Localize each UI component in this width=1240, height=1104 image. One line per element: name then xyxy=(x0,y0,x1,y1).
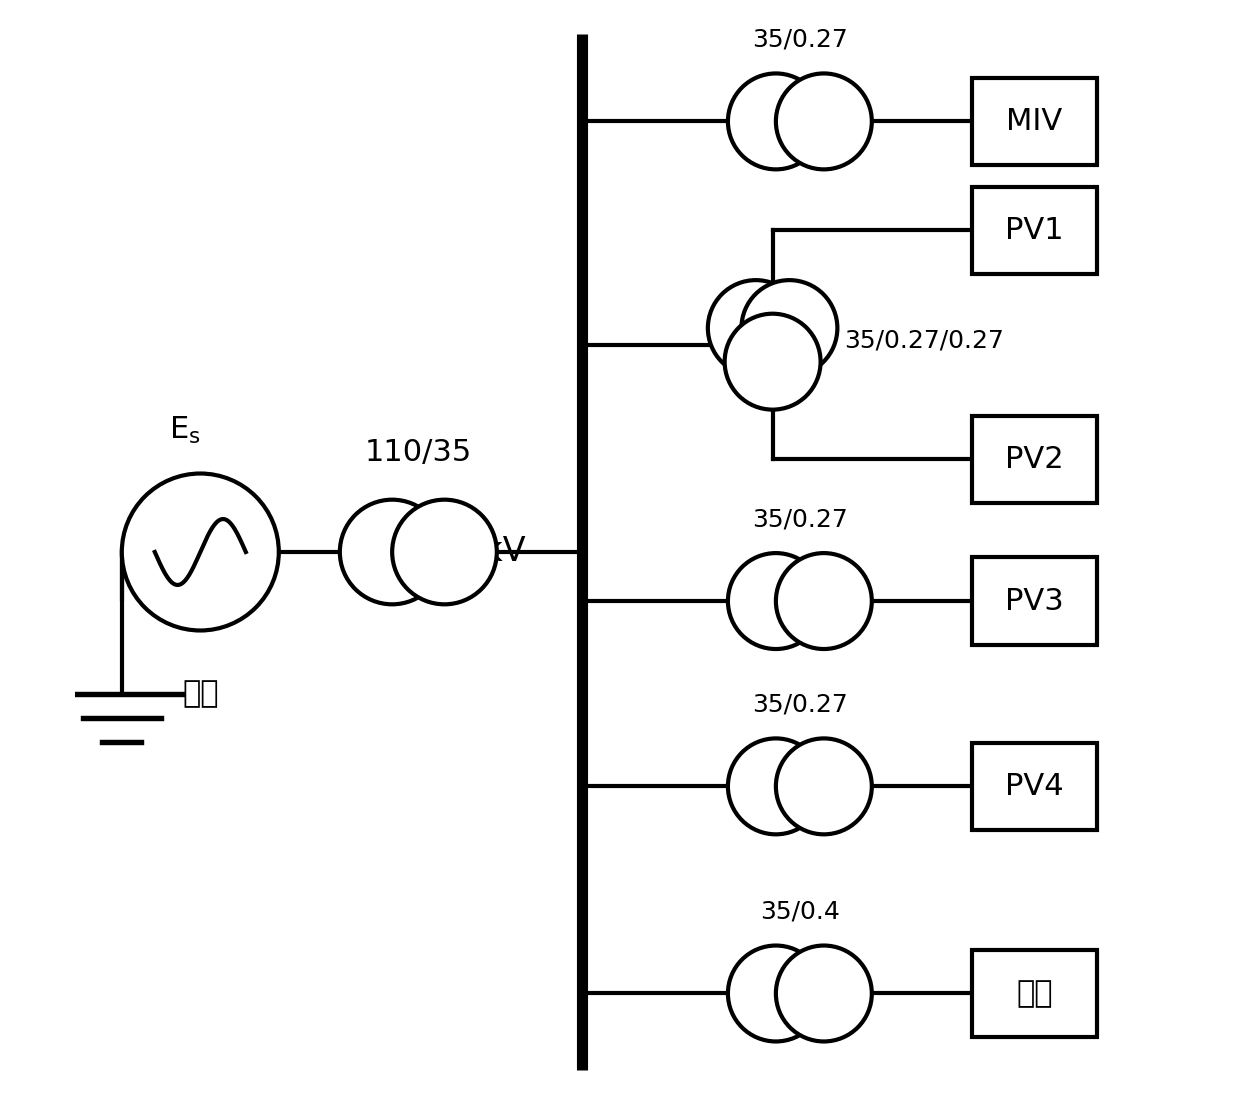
Circle shape xyxy=(708,280,804,376)
Text: 系统: 系统 xyxy=(182,680,218,709)
Circle shape xyxy=(776,739,872,835)
Circle shape xyxy=(728,945,823,1041)
Text: 110/35: 110/35 xyxy=(365,438,472,467)
Bar xyxy=(972,77,1097,164)
Text: E$_\mathregular{s}$: E$_\mathregular{s}$ xyxy=(169,415,201,446)
Text: 35/0.27: 35/0.27 xyxy=(751,28,848,52)
Bar xyxy=(972,558,1097,645)
Circle shape xyxy=(728,553,823,649)
Text: 负载: 负载 xyxy=(1016,979,1053,1008)
Text: PV3: PV3 xyxy=(1004,586,1064,616)
Text: 35/0.27: 35/0.27 xyxy=(751,507,848,531)
Bar xyxy=(972,743,1097,830)
Circle shape xyxy=(122,474,279,630)
Bar xyxy=(972,949,1097,1037)
Circle shape xyxy=(776,553,872,649)
Text: PV4: PV4 xyxy=(1004,772,1064,800)
Text: PV2: PV2 xyxy=(1004,445,1064,474)
Circle shape xyxy=(742,280,837,376)
Text: PV1: PV1 xyxy=(1004,216,1064,245)
Text: 35/0.27/0.27: 35/0.27/0.27 xyxy=(844,328,1004,352)
Circle shape xyxy=(392,500,497,604)
Circle shape xyxy=(776,74,872,169)
Text: 35/0.27: 35/0.27 xyxy=(751,692,848,716)
Circle shape xyxy=(728,739,823,835)
Bar xyxy=(972,187,1097,274)
Circle shape xyxy=(724,314,821,410)
Circle shape xyxy=(728,74,823,169)
Bar xyxy=(972,416,1097,503)
Text: 35/0.4: 35/0.4 xyxy=(760,900,839,924)
Circle shape xyxy=(776,945,872,1041)
Circle shape xyxy=(340,500,444,604)
Text: 35kV: 35kV xyxy=(441,535,526,569)
Text: MIV: MIV xyxy=(1006,107,1063,136)
